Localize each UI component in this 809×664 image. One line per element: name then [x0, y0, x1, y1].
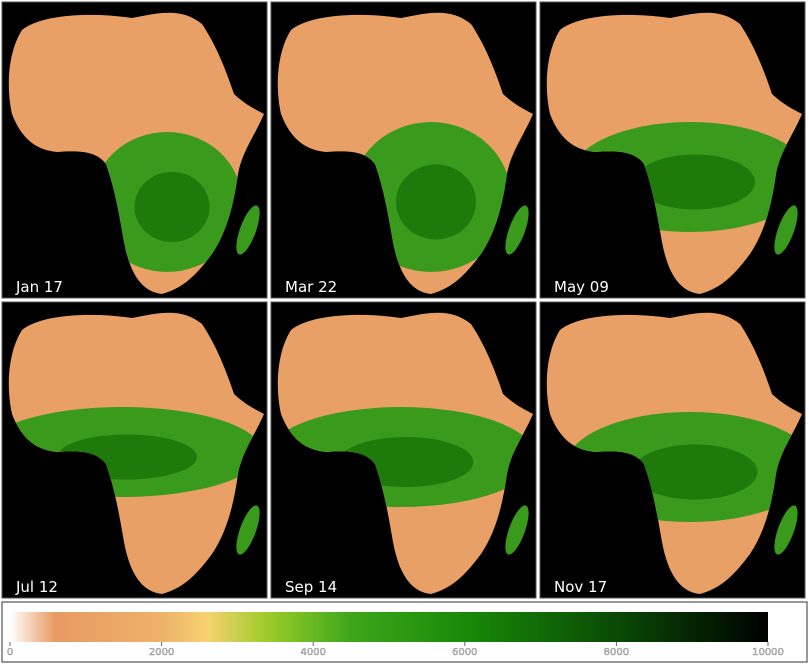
tick-label: 8000 [604, 647, 629, 658]
madagascar [236, 205, 260, 255]
madagascar [505, 205, 529, 255]
date-label: May 09 [554, 278, 609, 296]
tick-label: 0 [7, 647, 13, 658]
vegetation [92, 132, 242, 272]
map-panel: May 09 [539, 1, 806, 299]
dense-zone [632, 444, 758, 500]
date-label: Sep 14 [285, 578, 337, 596]
map-panel: Jan 17 [1, 1, 268, 299]
map-panel: Jul 12 [1, 301, 268, 599]
madagascar [774, 205, 798, 255]
madagascar [236, 505, 260, 555]
dense-zone [635, 154, 755, 210]
dense-zone [134, 172, 210, 242]
colorbar-ticks: 0 2000 4000 6000 8000 10000 [7, 642, 784, 658]
map-panel: Nov 17 [539, 301, 806, 599]
tick-label: 4000 [300, 647, 325, 658]
map-panel: Sep 14 [270, 301, 537, 599]
colorbar [10, 612, 768, 642]
tick-label: 6000 [452, 647, 477, 658]
dense-zone [396, 164, 476, 240]
panels: Jan 17 Mar 22 May 09 Jul 12 Sep 14 Nov 17 [1, 1, 806, 599]
date-label: Jul 12 [15, 578, 58, 596]
madagascar [505, 505, 529, 555]
date-label: Nov 17 [554, 578, 607, 596]
map-panel: Mar 22 [270, 1, 537, 299]
madagascar [774, 505, 798, 555]
tick-label: 10000 [752, 647, 784, 658]
date-label: Mar 22 [285, 278, 337, 296]
date-label: Jan 17 [15, 278, 63, 296]
tick-label: 2000 [149, 647, 174, 658]
